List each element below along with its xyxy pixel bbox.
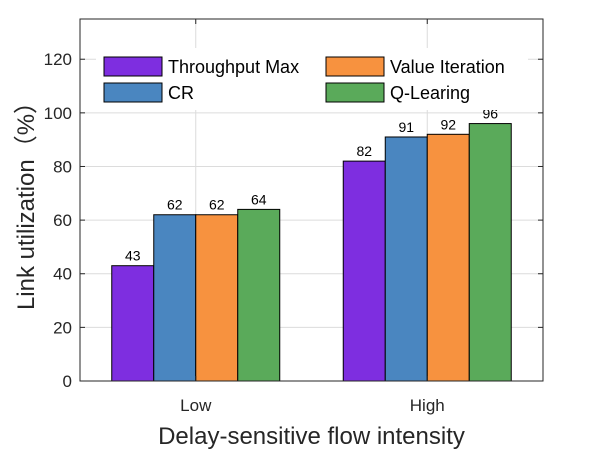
legend-swatch [325, 82, 385, 103]
bar [426, 133, 470, 382]
y-tick-label: 40 [53, 265, 72, 284]
bar [342, 160, 386, 382]
y-tick-label: 60 [53, 211, 72, 230]
bar [468, 123, 512, 382]
legend-swatch [103, 82, 163, 103]
legend-label: CR [168, 83, 194, 103]
y-tick-label: 20 [53, 318, 72, 337]
bar-value-label: 91 [398, 119, 414, 135]
bars [111, 123, 512, 382]
legend-swatch [103, 56, 163, 77]
bar-value-label: 82 [356, 143, 372, 159]
y-tick-label: 120 [44, 50, 72, 69]
legend-swatch [325, 56, 385, 77]
legend-label: Value Iteration [390, 57, 505, 77]
legend[interactable]: Throughput Max CR Value Iteration Q-Learing [96, 48, 528, 110]
x-axis-ticks: Low High [180, 19, 445, 415]
x-axis-title: Delay-sensitive flow intensity [158, 423, 465, 450]
bar-value-label: 92 [440, 116, 456, 132]
legend-label: Throughput Max [168, 57, 299, 77]
bar-value-label: 62 [167, 197, 183, 213]
bar [195, 214, 239, 382]
legend-items: Throughput Max CR Value Iteration Q-Learing [103, 56, 505, 103]
x-tick-label: High [410, 396, 445, 415]
x-tick-label: Low [180, 396, 212, 415]
bar [153, 214, 197, 382]
bar-value-label: 64 [251, 191, 267, 207]
y-axis-title: Link utilization（%） [13, 90, 40, 310]
bar-value-label: 62 [209, 197, 225, 213]
bar [237, 208, 281, 382]
y-tick-label: 0 [63, 372, 72, 391]
y-axis-ticks: 0 20 40 60 80 100 120 [44, 50, 543, 391]
legend-label: Q-Learing [390, 83, 470, 103]
bar [111, 265, 155, 382]
bar-value-label: 43 [125, 248, 141, 264]
bar [384, 136, 428, 382]
y-tick-label: 80 [53, 157, 72, 176]
y-tick-label: 100 [44, 104, 72, 123]
legend-background [96, 48, 528, 110]
axes-box [79, 18, 544, 382]
